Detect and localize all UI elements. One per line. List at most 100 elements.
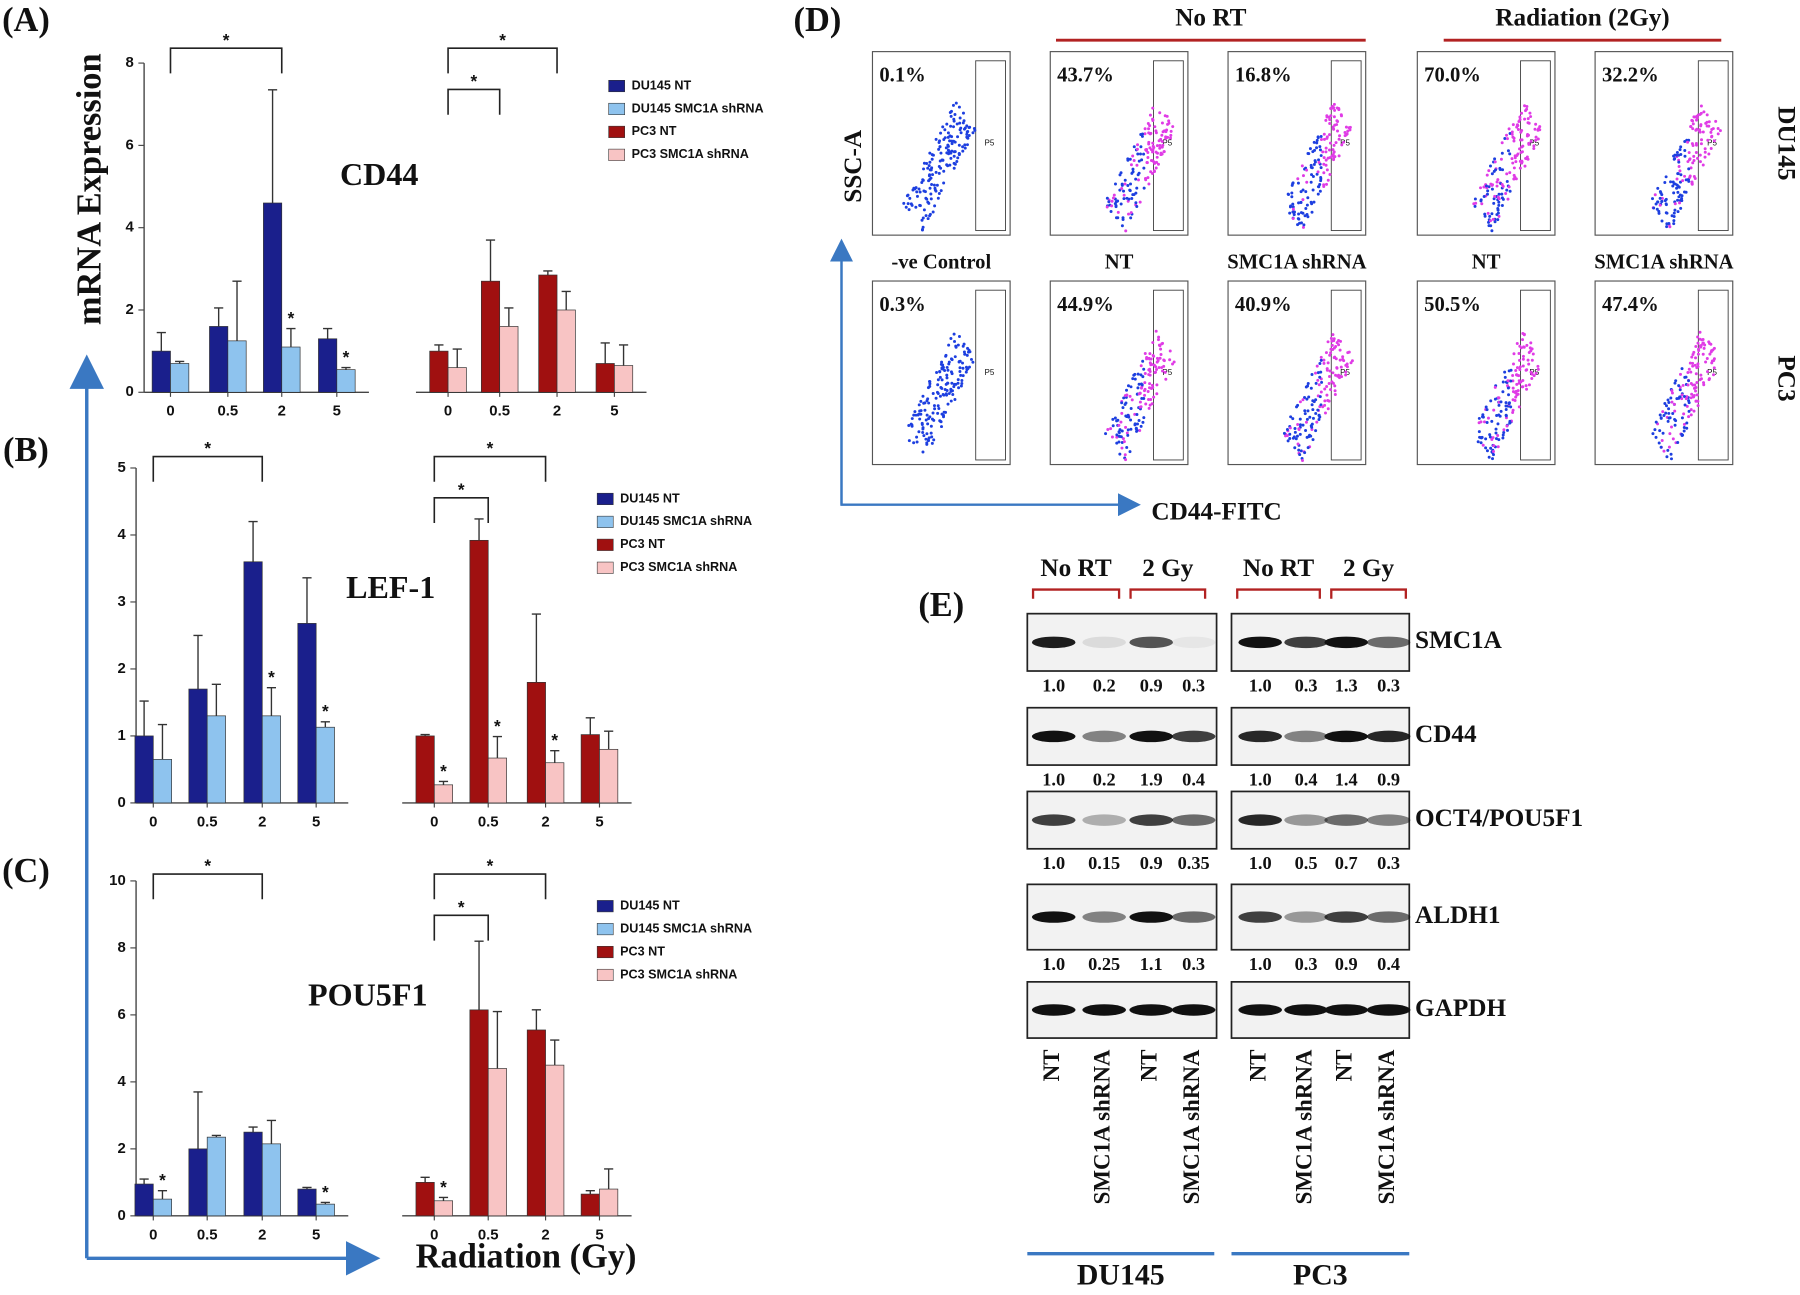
event-dot [1312,162,1316,166]
event-dot [1140,158,1144,162]
event-dot [1497,214,1501,218]
event-dot [1330,343,1334,347]
event-dot [1716,126,1720,130]
event-dot [1324,146,1328,150]
event-dot [965,135,969,139]
legend-label: PC3 SMC1A shRNA [620,560,737,574]
event-dot [1704,360,1708,364]
event-dot [1517,352,1521,355]
event-dot [1153,371,1157,375]
event-dot [1142,186,1146,190]
event-dot [1290,183,1294,187]
blot-band [1284,730,1328,743]
event-dot [957,105,961,109]
event-dot [1676,198,1680,202]
event-dot [1134,177,1138,181]
event-dot [1338,134,1342,138]
event-dot [1653,428,1657,432]
y-tick-label: 3 [117,594,125,610]
event-dot [1139,424,1143,428]
event-dot [962,342,966,346]
event-dot [1305,203,1309,207]
event-dot [1316,371,1320,375]
event-dot [952,125,956,129]
event-dot [1136,386,1140,390]
event-dot [1527,133,1530,137]
x-tick-label: 5 [312,814,320,830]
x-tick-label: 0 [149,1227,157,1243]
event-dot [1143,351,1147,355]
event-dot [1671,412,1675,416]
event-dot [922,208,926,212]
event-dot [1339,365,1343,369]
condition-bracket [1330,588,1407,599]
event-dot [1489,219,1492,223]
event-dot [1489,399,1493,403]
event-dot [1489,446,1493,450]
error-bar [504,307,514,327]
event-dot [1496,208,1500,212]
event-dot [949,156,953,160]
event-dot [1499,157,1503,161]
condition-bracket [1129,588,1207,599]
event-dot [1701,163,1705,167]
event-dot [1301,198,1305,202]
event-dot [1158,144,1162,148]
event-dot [953,150,957,154]
event-dot [1499,409,1503,413]
event-dot [902,201,906,205]
event-dot [1521,144,1525,148]
event-dot [1497,403,1501,407]
event-dot [1306,409,1310,413]
event-dot [1340,375,1344,379]
event-dot [1160,139,1164,143]
event-dot [1110,435,1114,439]
error-bar [286,327,296,348]
event-dot [934,137,938,141]
bracket [152,873,264,900]
event-dot [1315,172,1319,176]
event-dot [1701,341,1705,345]
event-dot [1678,388,1682,392]
blot-band [1082,1004,1126,1016]
event-dot [1131,154,1135,158]
event-dot [1496,211,1500,215]
blot-band [1129,1004,1173,1016]
event-dot [1329,114,1333,118]
event-dot [1301,174,1305,178]
event-dot [1312,140,1316,144]
event-dot [1678,201,1682,205]
event-dot [962,127,966,131]
bracket-star: * [458,897,465,917]
event-dot [1483,212,1487,216]
event-dot [1672,219,1676,223]
event-dot [1331,333,1335,337]
bracket-star: * [487,856,494,876]
x-tick-label: 2 [541,1227,549,1243]
event-dot [1511,408,1515,412]
event-dot [1304,428,1308,432]
legend-swatch [608,102,625,115]
event-dot [1138,429,1142,433]
event-dot [1316,192,1320,196]
event-dot [1496,178,1500,182]
event-dot [1142,152,1146,156]
event-dot [1525,343,1529,347]
event-dot [1302,223,1306,227]
event-dot [917,412,921,416]
event-dot [1328,375,1331,379]
event-dot [1690,392,1694,396]
event-dot [1669,180,1673,184]
event-dot [1672,182,1676,186]
event-dot [1322,171,1326,175]
event-dot [1696,341,1700,345]
event-dot [906,193,910,197]
bar [538,274,558,393]
event-dot [951,103,955,107]
event-dot [1152,169,1156,173]
event-dot [1329,107,1333,111]
bar [151,350,171,393]
event-dot [1512,173,1516,177]
blot-band [1366,814,1411,826]
event-dot [1688,174,1692,178]
